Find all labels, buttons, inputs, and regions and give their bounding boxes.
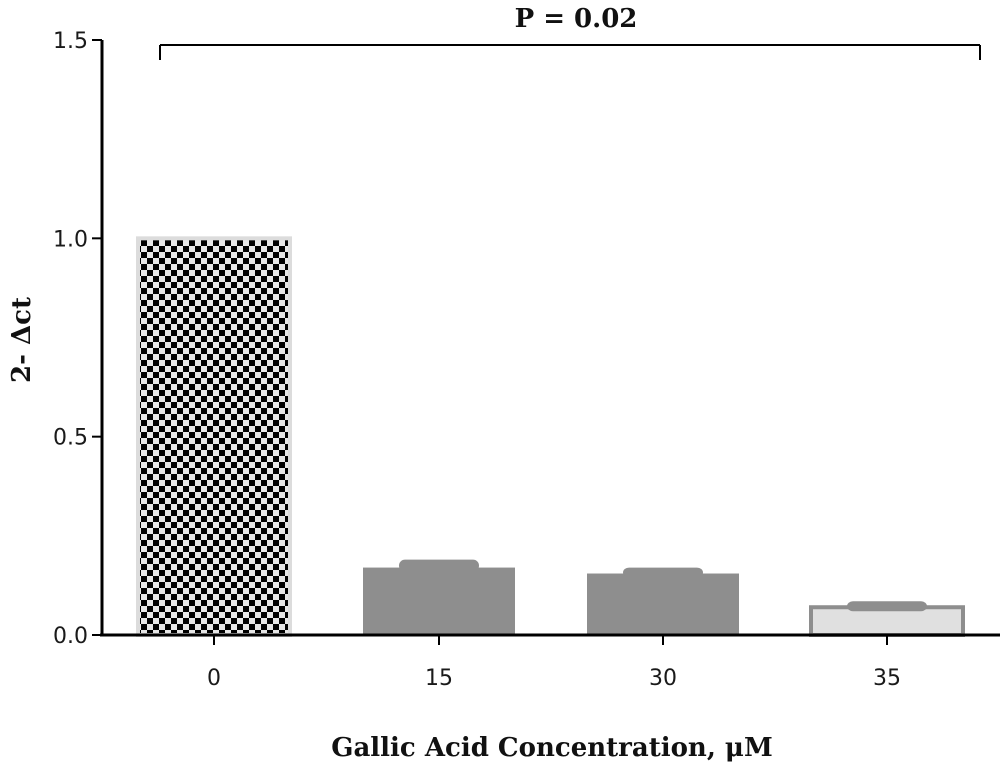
p-value-annotation: P = 0.02 <box>515 4 638 34</box>
y-tick-label: 1.0 <box>53 227 88 252</box>
bar-30 <box>587 573 739 635</box>
x-axis-title: Gallic Acid Concentration, μM <box>331 733 773 763</box>
y-tick-label: 0.0 <box>53 624 88 649</box>
y-tick-label: 1.5 <box>53 29 88 54</box>
error-bar-35 <box>847 601 927 612</box>
x-tick-label: 0 <box>207 666 221 691</box>
significance-bracket <box>159 44 981 60</box>
y-axis-title: 2- Δct <box>7 297 37 383</box>
y-tick-label: 0.5 <box>53 426 88 451</box>
y-ticks: 0.0 0.5 1.0 1.5 <box>53 29 102 649</box>
x-tick-label: 35 <box>873 666 901 691</box>
x-ticks: 0 15 30 35 <box>207 635 901 691</box>
bars-layer <box>136 236 965 638</box>
error-bar-15 <box>399 559 479 572</box>
bar-35 <box>809 605 965 638</box>
bar-0 <box>136 236 292 637</box>
x-tick-label: 15 <box>425 666 453 691</box>
bar-15 <box>363 567 515 635</box>
x-tick-label: 30 <box>649 666 677 691</box>
error-bar-30 <box>623 567 703 578</box>
